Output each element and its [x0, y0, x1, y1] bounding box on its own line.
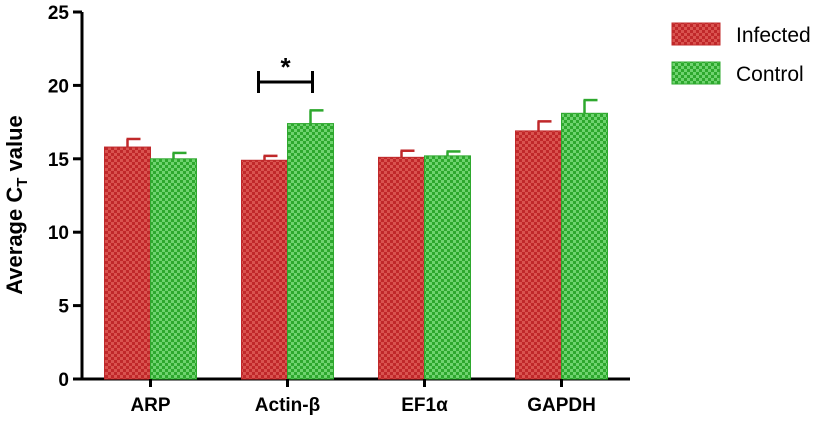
significance-star: * — [280, 52, 291, 82]
x-categories: ARP Actin-β EF1α GAPDH — [130, 379, 596, 416]
y-tick-label: 0 — [58, 370, 69, 391]
y-axis-label-tail: value — [2, 115, 27, 177]
bar-infected-0 — [104, 146, 151, 380]
legend-swatch-control — [671, 61, 721, 85]
y-tick-label: 15 — [48, 150, 70, 171]
x-category-label: ARP — [130, 395, 170, 416]
bar-infected-2 — [378, 156, 425, 380]
y-tick-label: 5 — [58, 297, 69, 318]
bar-infected-3 — [515, 130, 562, 380]
legend-label-infected: Infected — [736, 24, 811, 47]
x-category-label: Actin-β — [255, 395, 320, 416]
y-axis-label-sub: T — [14, 178, 31, 187]
y-ticks: 0 5 10 15 20 25 — [48, 3, 82, 391]
y-axis-label: Average CT value — [2, 115, 31, 295]
bar-control-3 — [561, 112, 608, 380]
y-tick-label: 10 — [48, 223, 69, 244]
x-category-label: GAPDH — [527, 395, 596, 416]
bar-control-1 — [287, 123, 334, 380]
bar-control-0 — [150, 158, 197, 380]
x-category-label: EF1α — [401, 395, 448, 416]
legend: Infected Control — [671, 22, 811, 86]
bar-control-2 — [424, 155, 471, 380]
y-tick-label: 25 — [48, 3, 70, 24]
legend-swatch-infected — [671, 22, 721, 46]
y-axis-label-main: Average C — [2, 187, 27, 295]
y-tick-label: 20 — [48, 76, 69, 97]
legend-label-control: Control — [736, 63, 804, 86]
bars — [104, 98, 608, 380]
bar-infected-1 — [241, 159, 288, 380]
significance-annotation: * — [257, 52, 314, 93]
